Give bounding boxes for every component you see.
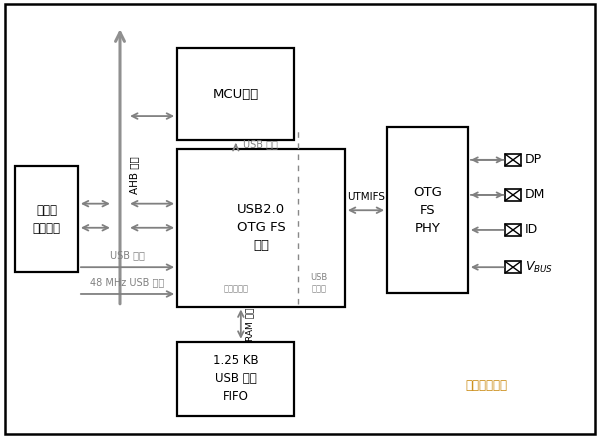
Text: UTMIFS: UTMIFS <box>347 192 385 202</box>
Bar <box>505 154 521 166</box>
Text: 1.25 KB
USB 数据
FIFO: 1.25 KB USB 数据 FIFO <box>212 354 259 403</box>
Bar <box>15 166 78 272</box>
Text: USB 中断: USB 中断 <box>243 140 278 149</box>
Text: OTG
FS
PHY: OTG FS PHY <box>413 186 442 235</box>
Text: 电源和
时钟控制: 电源和 时钟控制 <box>32 204 61 234</box>
Bar <box>387 127 468 293</box>
Text: 系统时钟域: 系统时钟域 <box>223 284 248 293</box>
Bar <box>505 189 521 201</box>
Text: RAM 总线: RAM 总线 <box>245 307 254 341</box>
Text: AHB 外设: AHB 外设 <box>129 156 139 194</box>
Text: 通用串行总线: 通用串行总线 <box>465 379 507 392</box>
Text: 48 MHz USB 时钟: 48 MHz USB 时钟 <box>91 277 164 287</box>
Bar <box>177 48 294 140</box>
Text: MCU内核: MCU内核 <box>212 88 259 101</box>
Text: ID: ID <box>525 223 538 237</box>
Bar <box>505 261 521 273</box>
Bar <box>177 149 345 307</box>
Bar <box>505 224 521 236</box>
Text: DM: DM <box>525 188 545 201</box>
Text: USB
时钟域: USB 时钟域 <box>310 273 328 293</box>
Text: DP: DP <box>525 153 542 166</box>
Bar <box>177 342 294 416</box>
Text: USB2.0
OTG FS
内核: USB2.0 OTG FS 内核 <box>236 203 286 252</box>
Text: USB 挂起: USB 挂起 <box>110 251 145 261</box>
Text: $V_{BUS}$: $V_{BUS}$ <box>525 260 553 275</box>
